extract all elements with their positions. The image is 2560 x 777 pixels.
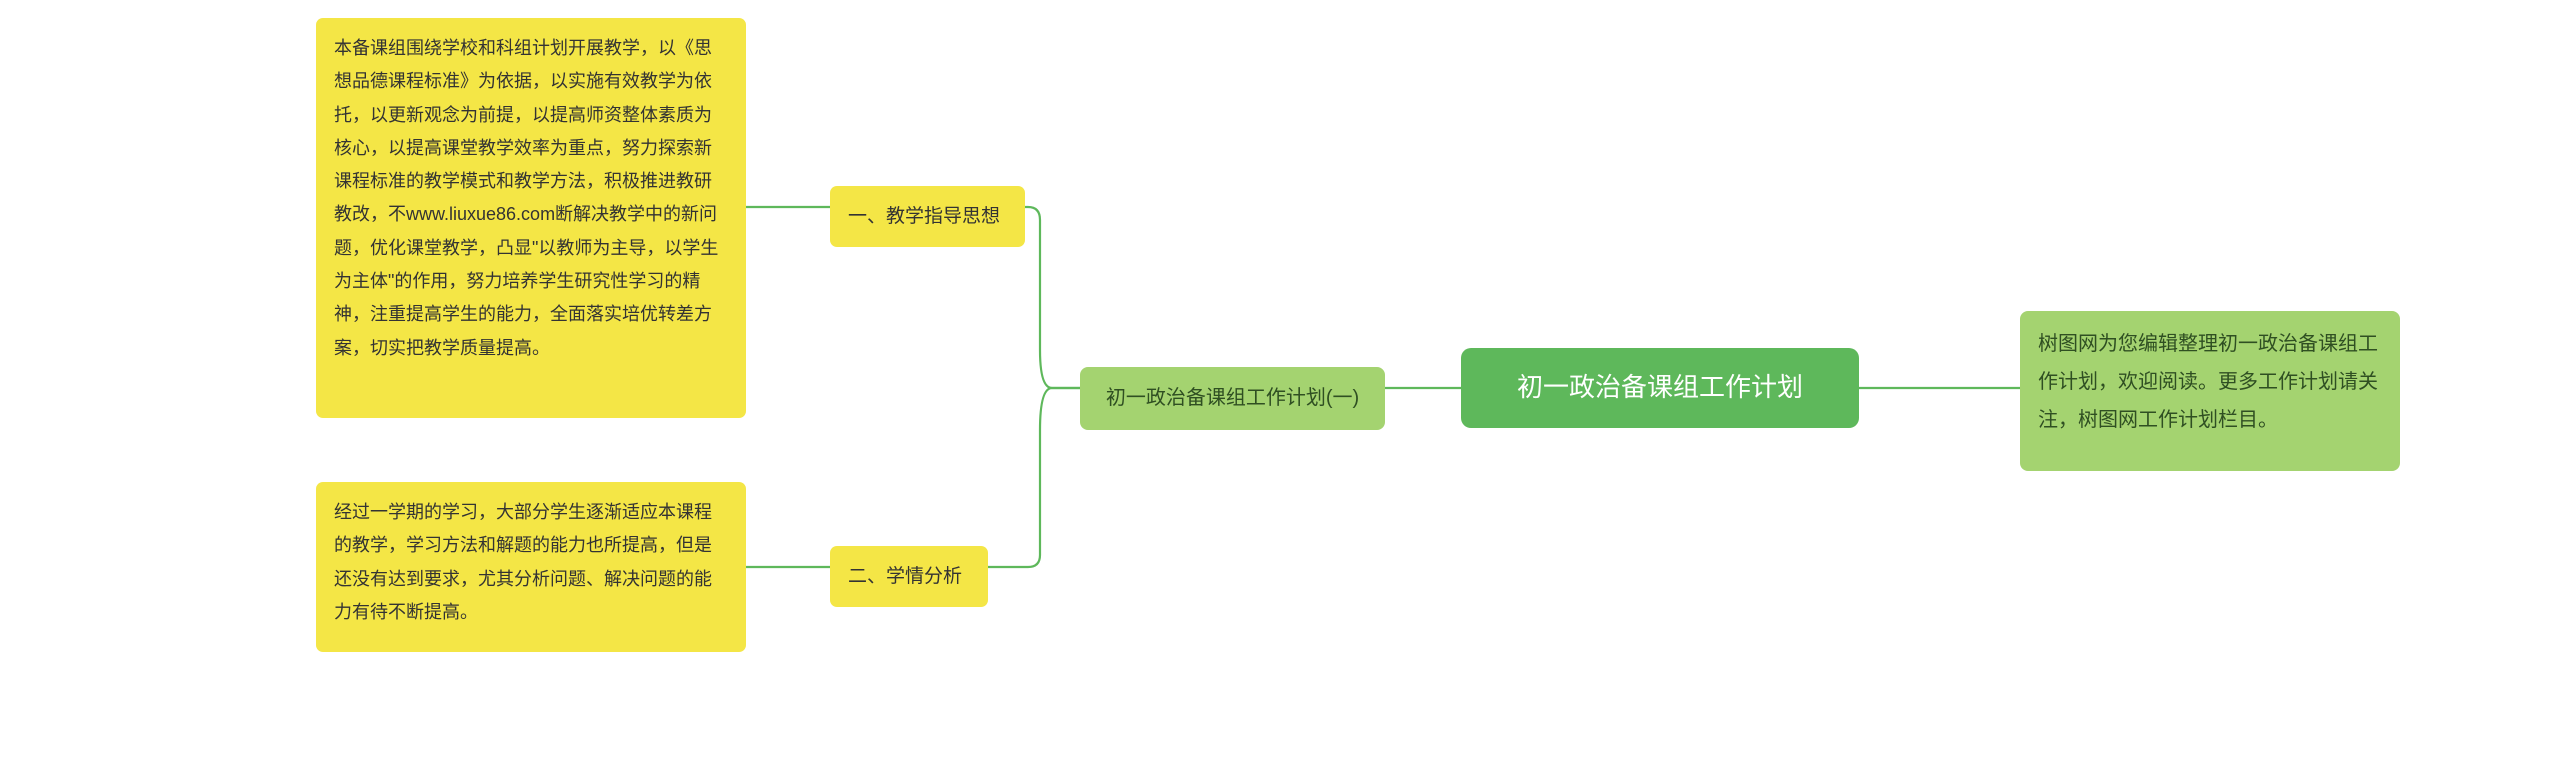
description-node[interactable]: 树图网为您编辑整理初一政治备课组工作计划，欢迎阅读。更多工作计划请关注，树图网工… bbox=[2020, 311, 2400, 471]
section-one-label: 一、教学指导思想 bbox=[848, 200, 1000, 233]
section-two-label: 二、学情分析 bbox=[848, 560, 962, 593]
plan-one-label: 初一政治备课组工作计划(一) bbox=[1106, 381, 1359, 416]
section-two-detail-text: 经过一学期的学习，大部分学生逐渐适应本课程的教学，学习方法和解题的能力也所提高，… bbox=[334, 502, 712, 622]
plan-one-node[interactable]: 初一政治备课组工作计划(一) bbox=[1080, 367, 1385, 430]
root-label: 初一政治备课组工作计划 bbox=[1517, 365, 1803, 411]
root-node[interactable]: 初一政治备课组工作计划 bbox=[1461, 348, 1859, 428]
section-one-detail-text: 本备课组围绕学校和科组计划开展教学，以《思想品德课程标准》为依据，以实施有效教学… bbox=[334, 38, 718, 358]
description-text: 树图网为您编辑整理初一政治备课组工作计划，欢迎阅读。更多工作计划请关注，树图网工… bbox=[2038, 333, 2378, 431]
section-two-detail-node[interactable]: 经过一学期的学习，大部分学生逐渐适应本课程的教学，学习方法和解题的能力也所提高，… bbox=[316, 482, 746, 652]
section-one-detail-node[interactable]: 本备课组围绕学校和科组计划开展教学，以《思想品德课程标准》为依据，以实施有效教学… bbox=[316, 18, 746, 418]
section-one-node[interactable]: 一、教学指导思想 bbox=[830, 186, 1025, 247]
section-two-node[interactable]: 二、学情分析 bbox=[830, 546, 988, 607]
